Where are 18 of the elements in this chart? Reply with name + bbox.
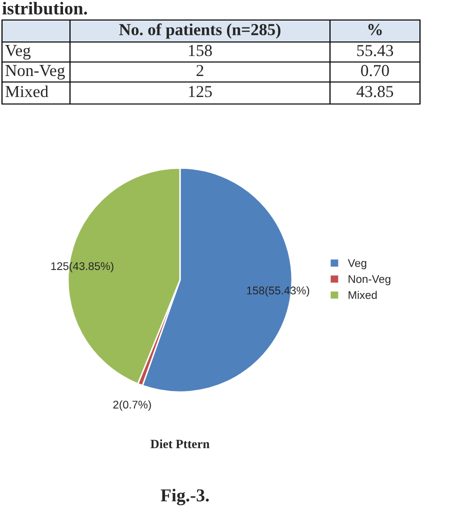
text: No. of patients (n=285) <box>119 23 280 39</box>
text: 43.85 <box>356 86 394 98</box>
text: 125 <box>188 86 212 98</box>
legend-label: Veg <box>348 259 366 270</box>
data-label: 2(0.7%) <box>113 400 151 411</box>
text: Mixed <box>5 85 48 98</box>
text: Diet Pttern <box>150 439 210 448</box>
text: 2 <box>196 64 204 76</box>
text: Non-Veg <box>5 65 65 80</box>
text: istribution. <box>2 2 87 15</box>
text: Veg <box>5 45 31 60</box>
text: 158 <box>188 44 212 56</box>
text: 55.43 <box>357 44 394 56</box>
legend-label: Mixed <box>348 290 377 299</box>
text: 0.70 <box>361 64 389 76</box>
text: % <box>368 24 382 36</box>
legend-label: Non-Veg <box>348 275 390 286</box>
text: Fig.-3. <box>160 488 209 506</box>
